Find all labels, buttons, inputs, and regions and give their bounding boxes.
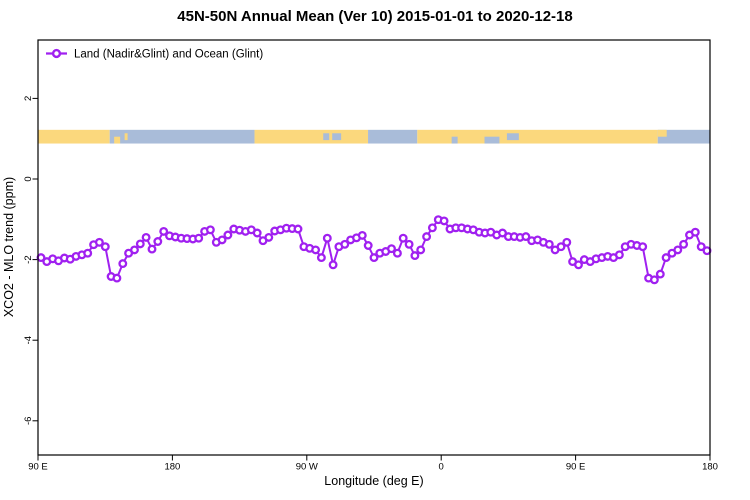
x-tick-label: 0 bbox=[439, 462, 444, 473]
data-point bbox=[322, 233, 332, 243]
series-line bbox=[40, 218, 708, 281]
data-point bbox=[141, 232, 151, 242]
map-band-segment-land bbox=[38, 129, 110, 144]
map-band-patch-ocean bbox=[332, 133, 342, 141]
map-band-segment-land bbox=[417, 129, 658, 144]
data-point bbox=[328, 260, 338, 270]
data-point bbox=[363, 241, 373, 250]
data-point bbox=[562, 237, 572, 247]
legend-marker-icon bbox=[51, 48, 62, 59]
data-point bbox=[205, 225, 215, 235]
data-point bbox=[574, 260, 583, 270]
map-band-segment-ocean bbox=[109, 129, 255, 144]
y-tick-label: 0 bbox=[23, 176, 34, 181]
data-point bbox=[369, 253, 379, 263]
data-point bbox=[153, 237, 163, 246]
data-point bbox=[427, 223, 437, 233]
data-point bbox=[544, 239, 554, 249]
x-tick-label: 90 W bbox=[296, 462, 318, 473]
data-point bbox=[147, 244, 157, 254]
y-axis-ticks: 2 0 -2 -4 -6 bbox=[23, 96, 38, 425]
y-tick-label: -4 bbox=[23, 336, 34, 344]
data-point bbox=[655, 269, 665, 279]
map-band-patch-ocean bbox=[484, 136, 500, 144]
x-axis-ticks: 90 E 180 90 W 0 90 E 180 bbox=[28, 455, 718, 473]
map-band-patch-land bbox=[124, 133, 128, 141]
plot-frame bbox=[37, 39, 711, 456]
map-band-patch-ocean bbox=[506, 133, 519, 141]
data-point bbox=[316, 253, 326, 263]
data-point bbox=[293, 224, 303, 234]
map-band-patch-ocean bbox=[323, 133, 330, 141]
data-point bbox=[135, 239, 145, 249]
legend-label: Land (Nadir&Glint) and Ocean (Glint) bbox=[74, 49, 263, 61]
chart-title: 45N-50N Annual Mean (Ver 10) 2015-01-01 … bbox=[177, 8, 572, 25]
legend: Land (Nadir&Glint) and Ocean (Glint) bbox=[46, 49, 263, 61]
data-series bbox=[36, 215, 712, 285]
map-band-segment-ocean bbox=[657, 129, 710, 144]
data-point bbox=[194, 233, 204, 243]
data-point bbox=[311, 245, 321, 255]
data-point bbox=[112, 273, 122, 283]
data-point bbox=[392, 248, 402, 258]
data-point bbox=[159, 226, 169, 236]
data-point bbox=[252, 228, 262, 238]
data-point bbox=[422, 232, 432, 242]
data-point bbox=[661, 253, 671, 263]
data-point bbox=[521, 232, 531, 242]
data-point bbox=[130, 245, 139, 255]
map-band-patch-ocean bbox=[451, 136, 458, 144]
data-point bbox=[118, 259, 128, 269]
data-point bbox=[439, 216, 449, 226]
map-band-segment-ocean bbox=[368, 129, 418, 144]
land-ocean-map-strip bbox=[38, 129, 710, 144]
data-point bbox=[416, 245, 426, 255]
data-point bbox=[556, 242, 566, 252]
y-axis-title: XCO2 - MLO trend (ppm) bbox=[2, 177, 16, 317]
data-point bbox=[398, 233, 408, 243]
data-point bbox=[649, 275, 659, 285]
x-tick-label: 90 E bbox=[566, 462, 586, 473]
data-point bbox=[223, 230, 233, 240]
y-tick-label: 2 bbox=[23, 96, 34, 101]
data-point bbox=[696, 242, 706, 252]
y-tick-label: -2 bbox=[23, 255, 34, 263]
map-band-patch-land bbox=[114, 136, 121, 144]
data-point bbox=[387, 244, 396, 254]
data-point bbox=[94, 237, 104, 247]
data-point bbox=[264, 232, 274, 242]
data-point bbox=[217, 235, 227, 245]
map-band-patch-land bbox=[657, 129, 667, 137]
x-tick-label: 180 bbox=[702, 462, 718, 473]
data-point bbox=[679, 239, 689, 249]
x-axis-title: Longitude (deg E) bbox=[324, 474, 423, 488]
x-tick-label: 180 bbox=[164, 462, 180, 473]
x-tick-label: 90 E bbox=[28, 462, 48, 473]
data-point bbox=[702, 246, 712, 256]
data-point bbox=[690, 227, 700, 237]
y-tick-label: -6 bbox=[23, 417, 34, 425]
data-point bbox=[340, 239, 350, 249]
data-point bbox=[614, 250, 624, 260]
data-point bbox=[83, 248, 93, 258]
data-point bbox=[100, 242, 110, 252]
data-point bbox=[404, 239, 414, 249]
data-point bbox=[410, 251, 420, 261]
data-point bbox=[357, 230, 367, 240]
map-band-segment-land bbox=[254, 129, 369, 144]
data-point bbox=[673, 245, 683, 255]
data-point bbox=[638, 242, 648, 252]
